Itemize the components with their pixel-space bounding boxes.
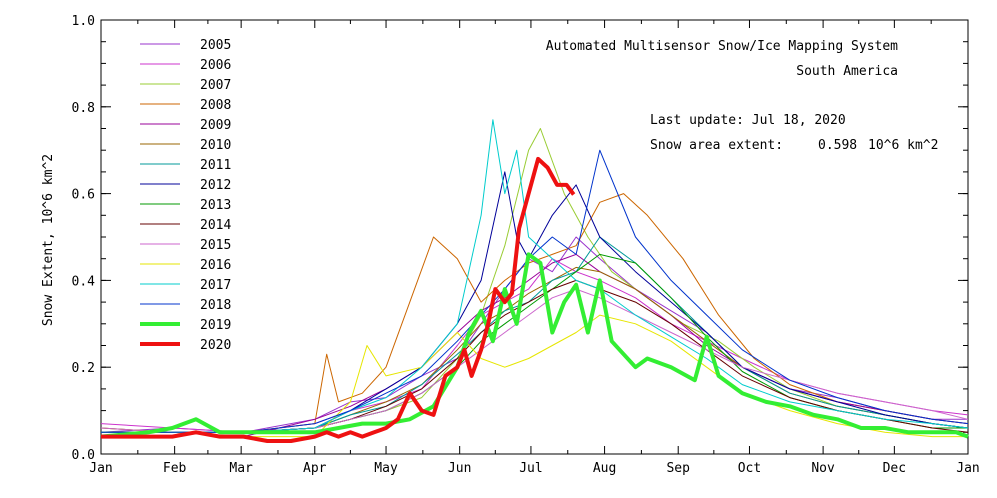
x-tick-label: Aug (593, 461, 616, 476)
x-tick-label: Jun (448, 461, 471, 476)
x-tick-label: May (374, 461, 398, 476)
legend-label-2016: 2016 (200, 258, 231, 273)
y-tick-label: 0.2 (72, 361, 95, 376)
x-tick-label: Feb (163, 461, 187, 476)
x-tick-label: Jan (89, 461, 112, 476)
x-tick-label: Apr (303, 461, 327, 476)
series-line-2015 (100, 288, 969, 433)
legend-label-2007: 2007 (200, 78, 231, 93)
legend: 2005 2006 2007 2008 2009 2010 2011 2012 2013 2014… (140, 38, 231, 353)
legend-label-2013: 2013 (200, 198, 231, 213)
y-tick-label: 0.0 (72, 448, 95, 463)
snow-extent-label: Snow area extent: (650, 138, 783, 153)
legend-label-2018: 2018 (200, 298, 231, 313)
legend-label-2020: 2020 (200, 338, 231, 353)
series-line-2019 (100, 252, 969, 439)
x-tick-label: Oct (738, 461, 761, 476)
x-tick-label: Sep (666, 461, 690, 476)
x-tick-label: Nov (811, 461, 835, 476)
y-tick-label: 0.4 (72, 274, 96, 289)
series-line-2011 (101, 236, 969, 433)
x-tick-label: Mar (229, 461, 253, 476)
legend-label-2012: 2012 (200, 178, 231, 193)
y-tick-label: 0.8 (72, 101, 95, 116)
legend-label-2008: 2008 (200, 98, 231, 113)
legend-label-2010: 2010 (200, 138, 231, 153)
x-tick-label: Dec (883, 461, 906, 476)
legend-label-2009: 2009 (200, 118, 231, 133)
chart-title: Automated Multisensor Snow/Ice Mapping S… (546, 39, 898, 54)
x-tick-label: Jul (519, 461, 542, 476)
legend-label-2015: 2015 (200, 238, 231, 253)
legend-label-2014: 2014 (200, 218, 231, 233)
last-update-text: Last update: Jul 18, 2020 (650, 113, 846, 128)
axis-ticks: Jan Feb Mar Apr May Jun Jul Aug Sep Oct Nov Dec Jan0… (72, 14, 980, 476)
x-tick-label: Jan (956, 461, 979, 476)
series-line-2020 (101, 156, 576, 443)
legend-label-2017: 2017 (200, 278, 231, 293)
series-layer (100, 119, 969, 443)
series-line-2016 (101, 314, 968, 438)
y-axis-label: Snow Extent, 10^6 km^2 (41, 154, 56, 326)
legend-label-2011: 2011 (200, 158, 231, 173)
y-tick-label: 1.0 (72, 14, 95, 29)
series-line-2005 (100, 236, 968, 433)
chart-subtitle: South America (796, 64, 898, 79)
legend-label-2005: 2005 (200, 38, 231, 53)
snow-extent-unit: 10^6 km^2 (868, 138, 938, 153)
series-line-2018 (101, 149, 969, 433)
legend-label-2006: 2006 (200, 58, 231, 73)
legend-label-2019: 2019 (200, 318, 231, 333)
snow-extent-value: 0.598 (818, 138, 857, 153)
y-tick-label: 0.6 (72, 188, 95, 203)
